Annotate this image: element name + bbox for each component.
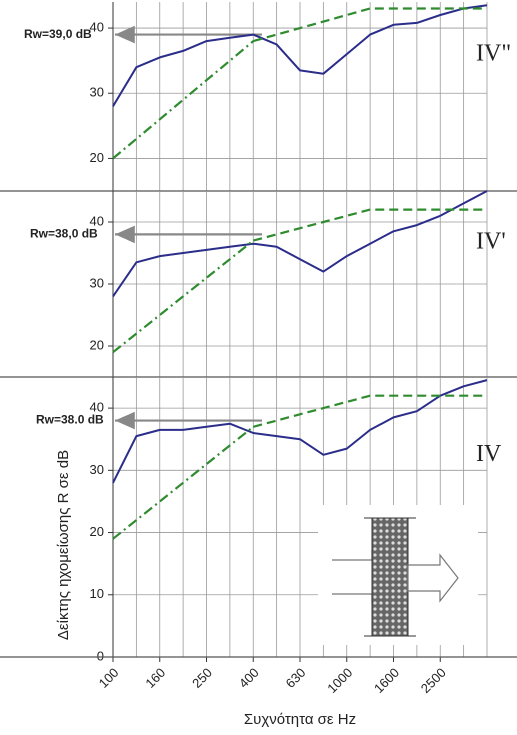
panel-label: IV" <box>476 40 511 66</box>
series-line <box>112 190 488 297</box>
panel-label: IV <box>476 441 502 467</box>
series-line <box>112 4 488 107</box>
x-tick-label: 630 <box>283 665 309 691</box>
y-tick-label: 0 <box>97 648 104 663</box>
panel-label: IV' <box>476 229 506 255</box>
x-tick-label: 1000 <box>324 665 355 696</box>
x-tick-label: 160 <box>142 665 168 691</box>
y-tick-label: 10 <box>90 586 104 601</box>
x-axis-title: Συχνότητα σε Hz <box>244 711 356 728</box>
x-tick-label: 2500 <box>418 665 449 696</box>
x-tick-label: 250 <box>189 665 215 691</box>
rw-label: Rw=38,0 dB <box>30 227 98 241</box>
y-tick-label: 20 <box>90 150 104 165</box>
y-tick-label: 30 <box>90 85 104 100</box>
y-axis-title: Δείκτης ηχομείωσης R σε dB <box>55 450 72 640</box>
y-tick-label: 40 <box>90 213 104 228</box>
series-line <box>112 239 254 354</box>
wall-inset <box>318 505 478 645</box>
rw-label: Rw=39,0 dB <box>24 27 92 41</box>
series-line <box>253 208 487 242</box>
series-line <box>253 7 487 43</box>
x-tick-label: 1600 <box>371 665 402 696</box>
series-line <box>253 394 487 428</box>
y-tick-label: 20 <box>90 524 104 539</box>
y-tick-label: 30 <box>90 275 104 290</box>
y-tick-label: 30 <box>90 462 104 477</box>
x-tick-label: 100 <box>96 665 122 691</box>
y-tick-label: 40 <box>90 20 104 35</box>
y-tick-label: 20 <box>90 337 104 352</box>
rw-label: Rw=38.0 dB <box>36 413 104 427</box>
x-tick-label: 400 <box>236 665 262 691</box>
series-line <box>112 379 488 484</box>
y-tick-label: 40 <box>90 400 104 415</box>
series-line <box>112 425 254 540</box>
